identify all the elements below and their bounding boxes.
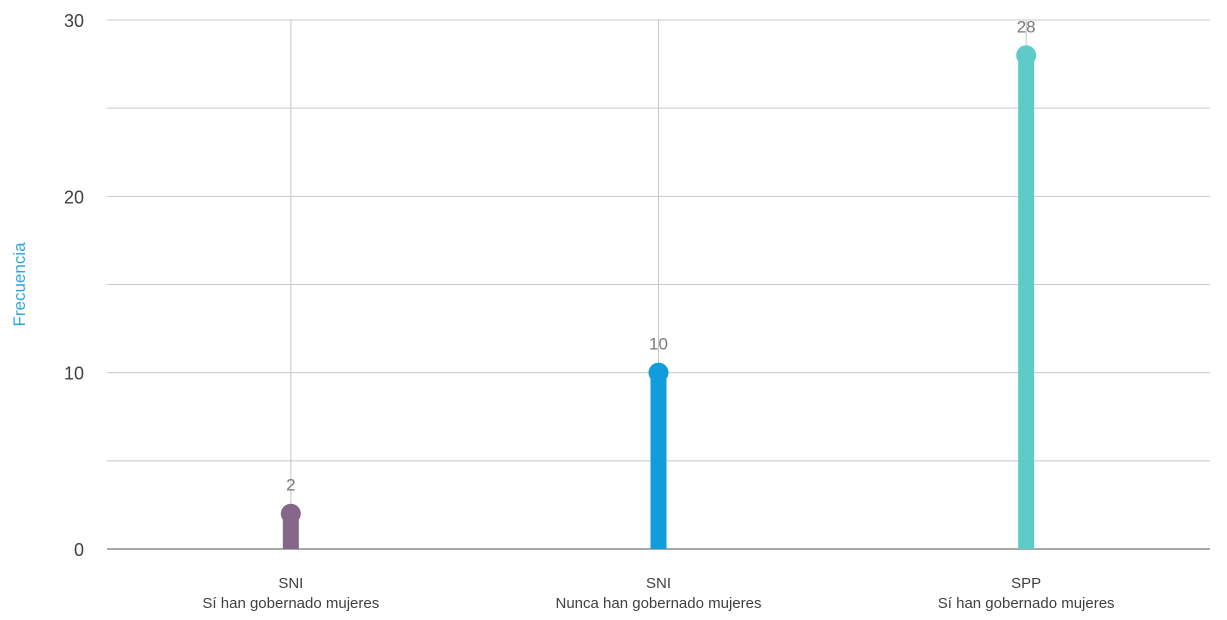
lollipop-stem [1018,55,1035,550]
y-axis-ticks: 0 10 20 30 [64,11,84,560]
data-label: 28 [1017,17,1036,36]
y-tick-label: 0 [74,540,84,560]
x-tick-label: SPP [1011,575,1041,592]
x-tick-label: SNI [646,575,671,592]
x-tick-label: Sí han gobernado mujeres [938,595,1115,612]
data-label: 2 [286,476,295,495]
y-tick-label: 30 [64,11,84,31]
lollipop-dot [1016,45,1037,66]
data-label: 10 [649,335,668,354]
x-axis-tick-labels: SNI Sí han gobernado mujeres SNI Nunca han … [202,575,1114,612]
x-tick-label: Sí han gobernado mujeres [202,595,379,612]
y-tick-label: 20 [64,187,84,207]
x-tick-label: SNI [278,575,303,592]
x-tick-label: Nunca han gobernado mujeres [556,595,762,612]
lollipop-dot [648,362,669,383]
y-tick-label: 10 [64,364,84,384]
data-marks: 2 10 28 [280,17,1037,550]
lollipop-stem [650,372,667,549]
lollipop-dot [280,503,301,524]
y-axis-label: Frecuencia [10,242,29,327]
